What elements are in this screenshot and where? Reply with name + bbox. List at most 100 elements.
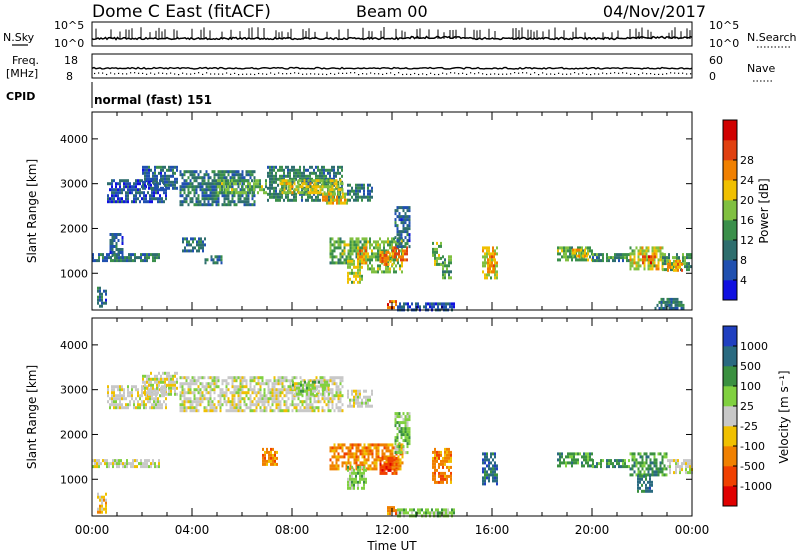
velocity-range-cell [185, 379, 188, 383]
power-range-cell [563, 255, 565, 259]
power-range-cell [404, 230, 407, 234]
velocity-range-cell [637, 486, 639, 490]
power-range-cell [201, 191, 204, 195]
power-range-cell [357, 265, 359, 269]
velocity-range-cell [406, 415, 409, 419]
velocity-range-cell [637, 452, 640, 456]
power-range-cell [618, 259, 620, 263]
power-range-cell [569, 246, 571, 250]
velocity-range-cell [659, 464, 662, 468]
velocity-range-cell [311, 409, 314, 413]
power-range-cell [311, 180, 313, 184]
power-range-cell [307, 185, 310, 189]
velocity-range-cell [647, 473, 650, 477]
power-range-cell [569, 252, 571, 256]
power-range-cell [251, 188, 253, 192]
velocity-range-cell [398, 448, 401, 452]
power-range-cell [642, 258, 644, 262]
power-range-cell [387, 267, 389, 271]
power-range-cell [243, 191, 245, 195]
velocity-range-cell [616, 459, 618, 463]
power-range-cell [337, 185, 340, 189]
power-range-cell [567, 249, 569, 253]
power-range-cell [355, 198, 357, 202]
power-range-cell [279, 179, 282, 183]
velocity-range-cell [146, 459, 148, 463]
power-range-cell [329, 249, 332, 253]
velocity-range-cell [241, 382, 244, 386]
velocity-range-cell [320, 380, 322, 384]
velocity-range-cell [275, 400, 278, 404]
velocity-range-cell [217, 394, 220, 398]
velocity-range-cell [565, 461, 567, 465]
velocity-range-cell [353, 398, 355, 402]
power-range-cell [486, 249, 488, 253]
velocity-range-cell [331, 388, 334, 392]
velocity-range-cell [397, 511, 399, 515]
velocity-range-cell [333, 455, 336, 459]
power-range-cell [146, 256, 148, 260]
power-range-cell [220, 255, 223, 259]
velocity-range-cell [145, 406, 147, 410]
power-range-cell [343, 258, 346, 262]
power-range-cell [363, 243, 366, 247]
velocity-range-cell [231, 382, 234, 386]
power-range-cell [119, 233, 122, 236]
velocity-range-cell [168, 386, 170, 390]
power-range-cell [361, 198, 363, 202]
power-range-cell [444, 258, 446, 262]
velocity-range-cell [99, 498, 101, 502]
velocity-range-cell [349, 452, 352, 456]
velocity-range-cell [309, 379, 312, 383]
velocity-range-cell [649, 489, 651, 493]
velocity-range-cell [371, 449, 374, 453]
nave-dot [134, 72, 136, 74]
velocity-range-cell [306, 383, 308, 387]
power-range-cell [359, 262, 361, 266]
power-range-cell [291, 168, 293, 172]
velocity-range-cell [156, 465, 158, 469]
nave-dot [222, 73, 224, 75]
power-range-cell [445, 305, 447, 309]
velocity-range-cell [421, 508, 423, 512]
power-range-cell [197, 197, 200, 201]
power-range-cell [369, 195, 371, 199]
power-range-cell [247, 200, 250, 204]
velocity-range-cell [341, 443, 344, 447]
velocity-range-cell [119, 391, 121, 395]
velocity-range-cell [327, 397, 330, 401]
power-range-cell [402, 227, 405, 231]
power-range-cell [149, 194, 151, 198]
power-range-cell [357, 274, 359, 278]
velocity-range-cell [357, 486, 359, 490]
power-range-cell [223, 200, 226, 204]
velocity-range-cell [94, 462, 96, 466]
velocity-range-cell [429, 511, 431, 515]
power-range-cell [664, 262, 666, 266]
velocity-range-cell [140, 465, 142, 469]
power-range-cell [269, 168, 271, 172]
power-range-cell [281, 192, 283, 196]
velocity-range-cell [616, 462, 618, 466]
velocity-range-cell [203, 409, 206, 413]
velocity-range-cell [608, 465, 610, 469]
velocity-range-cell [155, 403, 157, 407]
velocity-range-cell [677, 459, 679, 463]
velocity-range-cell [649, 474, 651, 478]
power-range-cell [347, 252, 350, 256]
velocity-range-cell [187, 376, 190, 380]
power-range-cell [394, 212, 397, 216]
velocity-range-cell [227, 388, 230, 392]
velocity-range-cell [154, 392, 156, 396]
power-range-cell [207, 182, 210, 186]
power-range-cell [205, 182, 208, 186]
power-range-cell [295, 188, 298, 192]
velocity-range-cell [235, 409, 238, 413]
velocity-range-cell [641, 467, 644, 471]
velocity-range-cell [651, 470, 654, 474]
freq-trace [91, 66, 693, 76]
velocity-range-cell [268, 453, 270, 457]
power-range-cell [217, 197, 220, 201]
velocity-range-cell [185, 397, 188, 401]
power-range-cell [425, 302, 427, 306]
